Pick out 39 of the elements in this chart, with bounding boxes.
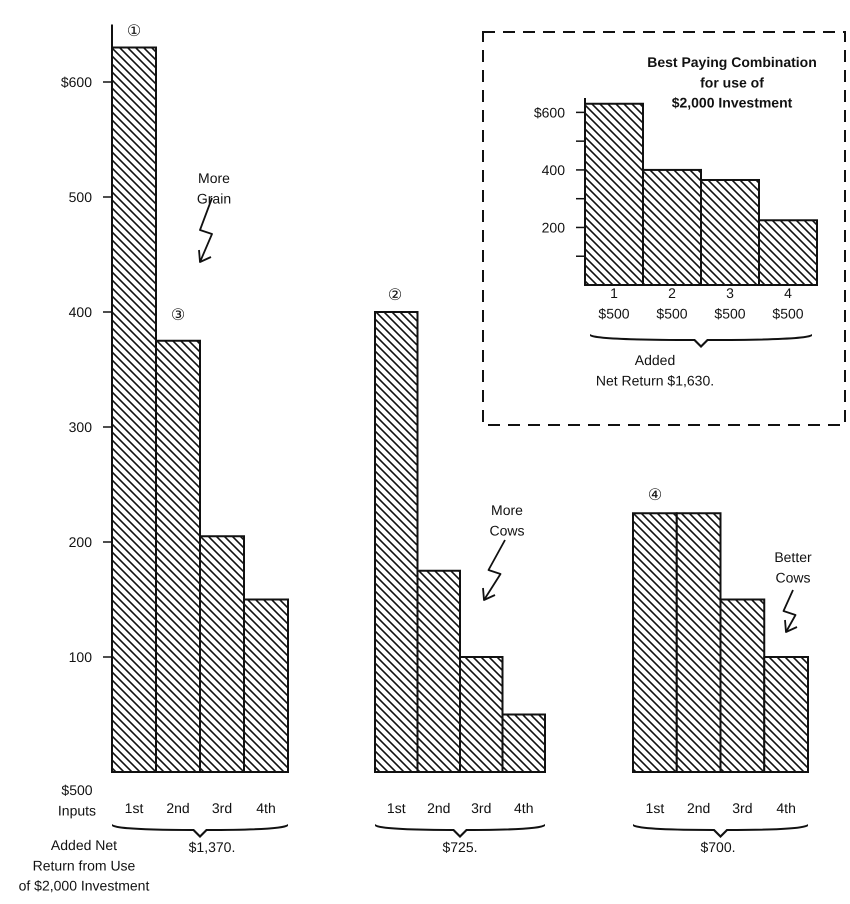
x-tick-label: 2nd [427,800,450,816]
x-tick-label: 4 $500 [772,285,804,322]
x-tick-label: 4th [776,800,796,816]
text: Added Net Return from Use of $2,000 Investment [18,837,150,894]
x-tick-label: 1 $500 [598,285,630,322]
x-tick-label: 4th [256,800,276,816]
annotation: ④ [648,487,662,504]
x-tick-label: 2nd [686,800,710,816]
annotation: Added Net Return $1,630. [596,352,714,388]
y-tick-label: 200 [68,534,92,550]
y-tick-label: 300 [68,419,92,435]
x-tick-label: 2 $500 [656,285,688,322]
annotation: ① [126,23,142,40]
annotation: ③ [170,307,186,324]
y-tick-label: $600 [60,74,92,90]
chart-title: Best Paying Combination for use of $2,000 Investment [647,54,817,111]
y-tick-label: 100 [68,649,92,665]
x-tick-label: 3rd [212,800,232,816]
x-tick-label: 3rd [471,800,492,816]
text: $700. [700,839,736,855]
x-tick-label: 2nd [166,800,190,816]
x-tick-label: 3rd [732,800,752,816]
x-tick-label: 4th [514,800,534,816]
text: $1,370. [188,839,236,855]
y-tick-label: 400 [542,162,566,178]
y-tick-label: 400 [68,304,92,320]
text: $500 Inputs [58,782,96,818]
text: $725. [442,839,478,855]
x-tick-label: 1st [124,800,144,816]
y-tick-label: 200 [542,219,566,236]
annotation: ② [388,287,402,304]
y-tick-label: 500 [68,189,92,205]
x-tick-label: 3 $500 [714,285,746,322]
y-tick-label: $600 [534,104,566,120]
annotation: More Cows [489,502,525,538]
annotation: Better Cows [774,549,812,586]
x-tick-label: 1st [386,800,406,816]
annotation: More Grain [196,170,232,206]
x-tick-label: 1st [646,800,664,816]
